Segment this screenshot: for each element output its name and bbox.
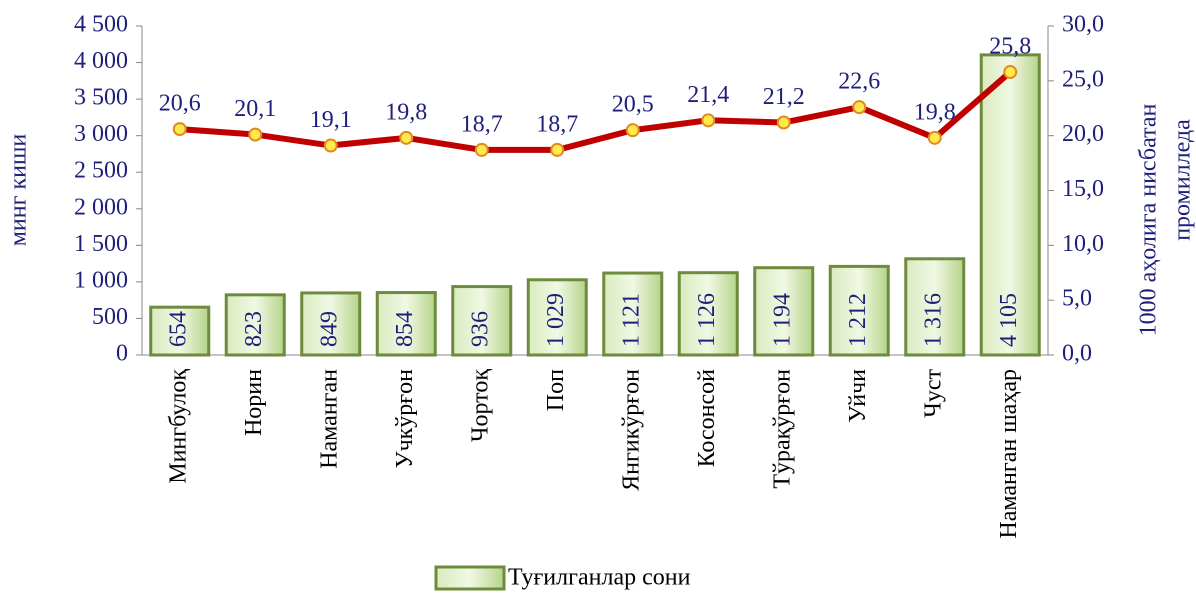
line-value-label: 22,6 bbox=[838, 69, 880, 95]
y-tick-label: 3 500 bbox=[74, 85, 128, 111]
bar bbox=[602, 271, 664, 357]
line bbox=[179, 69, 1013, 153]
line-value-label: 21,4 bbox=[687, 82, 729, 108]
y2-tick-label: 15,0 bbox=[1062, 176, 1104, 202]
y-tick-label: 0 bbox=[116, 341, 128, 367]
x-tick-label: Норин bbox=[241, 369, 267, 436]
y2-tick-label: 0,0 bbox=[1062, 341, 1092, 367]
y-tick-label: 2 000 bbox=[74, 194, 128, 220]
bar-value-label: 654 bbox=[165, 311, 191, 347]
line-marker bbox=[172, 122, 187, 137]
line-marker bbox=[927, 130, 942, 145]
line-value-label: 20,5 bbox=[612, 92, 654, 118]
y-tick-label: 3 000 bbox=[74, 121, 128, 147]
line-marker bbox=[474, 142, 489, 157]
bar bbox=[753, 266, 815, 357]
line-value-label: 25,8 bbox=[989, 34, 1031, 60]
y-tick-label: 4 500 bbox=[74, 12, 128, 38]
line-value-label: 18,7 bbox=[536, 111, 578, 137]
x-tick-label: Чортоқ bbox=[467, 369, 493, 442]
line-marker bbox=[550, 142, 565, 157]
x-tick-label: Янгикўрғон bbox=[618, 369, 644, 491]
line-value-label: 20,6 bbox=[159, 91, 201, 117]
bar bbox=[828, 264, 890, 357]
y2-tick-label: 30,0 bbox=[1062, 12, 1104, 38]
line-value-label: 19,1 bbox=[310, 107, 352, 133]
x-tick-label: Учкўрғон bbox=[392, 369, 418, 469]
line-marker bbox=[399, 130, 414, 145]
bar-value-label: 1 212 bbox=[845, 293, 871, 347]
bar-value-label: 1 121 bbox=[618, 293, 644, 347]
y-tick-label: 500 bbox=[92, 304, 128, 330]
y2-axis-label: промилледа bbox=[1170, 119, 1196, 241]
x-tick-label: Наманган шаҳар bbox=[996, 369, 1022, 539]
x-tick-label: Поп bbox=[543, 369, 569, 411]
x-tick-label: Тўрақўрғон bbox=[769, 369, 795, 489]
bar bbox=[979, 53, 1041, 357]
line-marker bbox=[1003, 65, 1018, 80]
bar bbox=[224, 293, 286, 357]
bar bbox=[375, 291, 437, 357]
y-tick-label: 1 500 bbox=[74, 231, 128, 257]
y2-tick-label: 25,0 bbox=[1062, 66, 1104, 92]
y-axis-label: минг киши bbox=[6, 134, 32, 247]
line-value-label: 18,7 bbox=[461, 111, 503, 137]
x-tick-label: Уйчи bbox=[845, 369, 871, 423]
line-value-label: 19,8 bbox=[385, 99, 427, 125]
legend-label: Туғилганлар сони bbox=[508, 565, 691, 591]
bar-value-label: 1 029 bbox=[543, 293, 569, 347]
x-tick-label: Чуст bbox=[920, 369, 946, 418]
line-marker bbox=[701, 113, 716, 128]
bar-value-label: 1 194 bbox=[769, 293, 795, 347]
y2-tick-label: 5,0 bbox=[1062, 286, 1092, 312]
bar-value-label: 823 bbox=[241, 311, 267, 347]
y-tick-label: 4 000 bbox=[74, 48, 128, 74]
x-tick-label: Мингбулоқ bbox=[165, 369, 191, 484]
y2-tick-label: 10,0 bbox=[1062, 231, 1104, 257]
bar bbox=[451, 285, 513, 357]
bar bbox=[149, 305, 211, 357]
line-value-label: 20,1 bbox=[234, 96, 276, 122]
line-value-label: 21,2 bbox=[763, 84, 805, 110]
bar bbox=[526, 278, 588, 357]
line-marker bbox=[625, 123, 640, 138]
line-marker bbox=[776, 115, 791, 130]
line-value-label: 19,8 bbox=[914, 99, 956, 125]
y-tick-label: 1 000 bbox=[74, 267, 128, 293]
x-tick-label: Наманган bbox=[316, 369, 342, 469]
x-tick-label: Косонсой bbox=[694, 369, 720, 468]
line-marker bbox=[248, 127, 263, 142]
bar bbox=[300, 291, 362, 357]
y2-axis-label: 1000 аҳолига нисбатан bbox=[1136, 103, 1162, 336]
bar-value-label: 849 bbox=[316, 311, 342, 347]
bar-value-label: 854 bbox=[392, 311, 418, 347]
line-marker bbox=[323, 138, 338, 153]
bar bbox=[904, 257, 966, 357]
bar-value-label: 1 126 bbox=[694, 293, 720, 347]
bar-value-label: 4 105 bbox=[996, 293, 1022, 347]
y2-tick-label: 20,0 bbox=[1062, 121, 1104, 147]
line-marker bbox=[852, 100, 867, 115]
y-tick-label: 2 500 bbox=[74, 158, 128, 184]
bar bbox=[677, 271, 739, 357]
bar-value-label: 1 316 bbox=[920, 293, 946, 347]
bar-value-label: 936 bbox=[467, 311, 493, 347]
legend-swatch bbox=[434, 565, 506, 591]
